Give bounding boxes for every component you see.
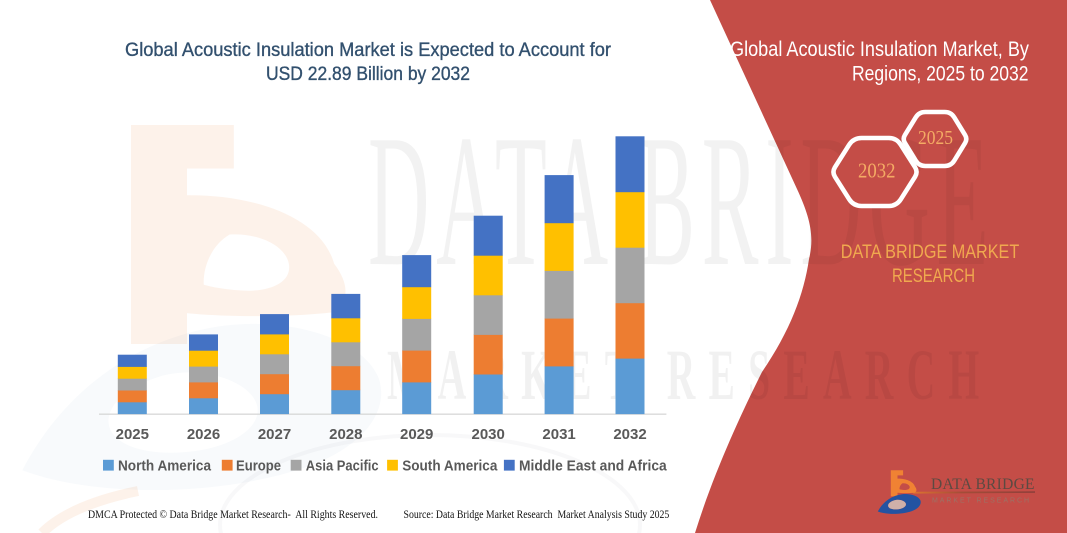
svg-text:Europe: Europe: [236, 458, 281, 475]
svg-text:2031: 2031: [542, 426, 575, 443]
svg-text:Asia Pacific: Asia Pacific: [306, 458, 379, 475]
svg-text:Middle East and Africa: Middle East and Africa: [519, 458, 667, 475]
svg-text:2029: 2029: [400, 426, 433, 443]
svg-text:RESEARCH: RESEARCH: [892, 266, 975, 287]
svg-text:DATA BRIDGE: DATA BRIDGE: [931, 476, 1035, 493]
svg-text:Regions, 2025 to 2032: Regions, 2025 to 2032: [852, 63, 1029, 86]
svg-text:2028: 2028: [329, 426, 362, 443]
svg-text:Global Acoustic Insulation Mar: Global Acoustic Insulation Market is Exp…: [125, 39, 611, 61]
svg-text:2026: 2026: [187, 426, 220, 443]
svg-text:North America: North America: [118, 458, 212, 475]
svg-text:DMCA Protected © Data Bridge M: DMCA Protected © Data Bridge Market Rese…: [88, 509, 378, 521]
svg-text:Source: Data Bridge Market Res: Source: Data Bridge Market Research Mark…: [404, 509, 670, 521]
svg-text:DATA BRIDGE MARKET: DATA BRIDGE MARKET: [841, 242, 1020, 263]
svg-text:2032: 2032: [858, 159, 896, 183]
svg-text:2025: 2025: [918, 127, 953, 149]
svg-text:USD 22.89 Billion by 2032: USD 22.89 Billion by 2032: [266, 63, 470, 85]
svg-text:2030: 2030: [472, 426, 505, 443]
svg-text:2025: 2025: [116, 426, 149, 443]
svg-text:2027: 2027: [258, 426, 291, 443]
svg-text:2032: 2032: [613, 426, 646, 443]
svg-text:MARKET RESEARCH: MARKET RESEARCH: [932, 497, 1029, 504]
svg-text:Global Acoustic Insulation Mar: Global Acoustic Insulation Market, By: [730, 38, 1029, 61]
svg-text:South America: South America: [402, 458, 498, 475]
